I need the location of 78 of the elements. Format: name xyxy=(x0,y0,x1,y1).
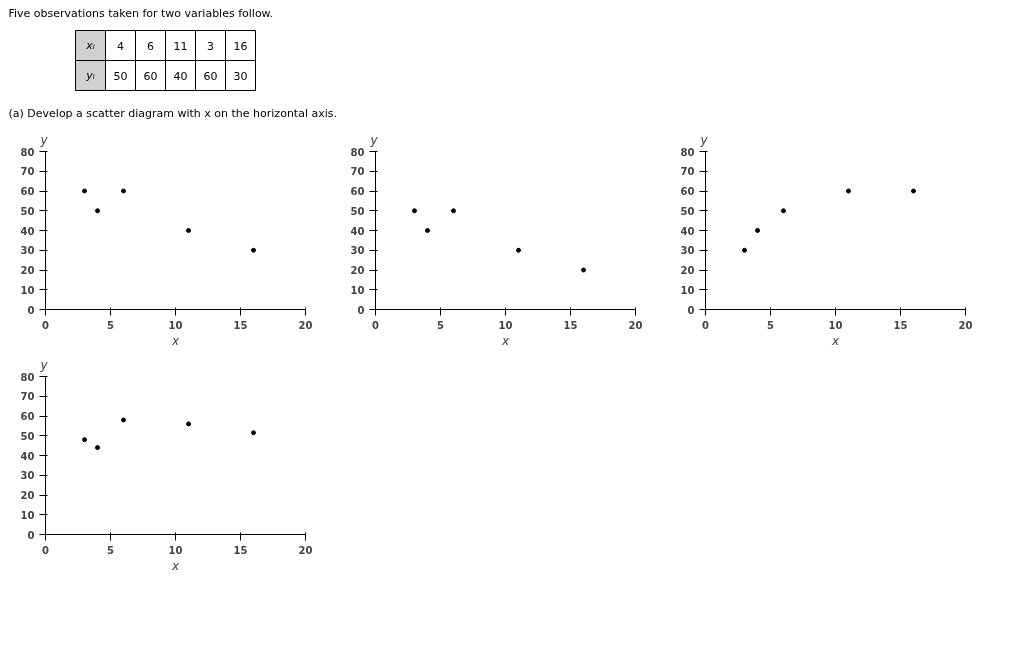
y-tick-label: 80 xyxy=(680,146,695,158)
y-axis-title: y xyxy=(699,132,709,147)
y-tick-label: 50 xyxy=(350,205,365,217)
y-tick-label: 10 xyxy=(20,509,35,521)
text: (a) Develop a scatter diagram with x on the horizontal axis. xyxy=(8,107,337,120)
x-tick-label: 10 xyxy=(828,319,843,331)
x-axis-title: x xyxy=(170,333,180,348)
x-tick-label: 20 xyxy=(958,319,973,331)
text: 60 xyxy=(143,69,158,83)
y-tick-label: 70 xyxy=(20,391,35,403)
y-tick-label: 80 xyxy=(20,371,35,383)
y-tick-label: 70 xyxy=(680,166,695,178)
y-tick-label: 30 xyxy=(20,470,35,482)
y-tick-label: 50 xyxy=(20,430,35,442)
y-tick-label: 30 xyxy=(350,245,365,257)
y-tick-label: 60 xyxy=(20,186,35,197)
y-tick-label: 0 xyxy=(27,304,35,316)
y-tick-label: 30 xyxy=(680,245,695,257)
x-tick-label: 5 xyxy=(437,319,445,331)
x-tick-label: 5 xyxy=(107,319,115,331)
x-tick-label: 15 xyxy=(563,319,578,331)
text: 11 xyxy=(173,39,188,53)
x-tick-label: 20 xyxy=(298,544,313,556)
text: xᵢ xyxy=(85,39,95,52)
x-tick-label: 0 xyxy=(702,319,710,331)
text: 40 xyxy=(173,69,188,83)
y-tick-label: 50 xyxy=(680,205,695,217)
text: 30 xyxy=(233,69,248,83)
x-tick-label: 10 xyxy=(168,544,183,556)
y-axis-title: y xyxy=(39,132,49,147)
y-tick-label: 10 xyxy=(680,284,695,296)
y-tick-label: 40 xyxy=(350,225,365,237)
y-tick-label: 0 xyxy=(357,304,365,316)
y-tick-label: 10 xyxy=(20,284,35,296)
y-tick-label: 40 xyxy=(20,450,35,462)
text: 6 xyxy=(147,39,154,53)
x-tick-label: 15 xyxy=(233,544,248,556)
x-tick-label: 15 xyxy=(233,319,248,331)
y-tick-label: 50 xyxy=(20,205,35,217)
y-tick-label: 0 xyxy=(27,529,35,541)
y-tick-label: 40 xyxy=(680,225,695,237)
x-axis-title: x xyxy=(500,333,510,348)
x-tick-label: 0 xyxy=(42,319,50,331)
y-tick-label: 20 xyxy=(20,490,35,501)
y-axis-title: y xyxy=(369,132,379,147)
y-tick-label: 20 xyxy=(350,265,365,276)
text: 3 xyxy=(207,39,214,53)
x-tick-label: 5 xyxy=(767,319,775,331)
x-tick-label: 5 xyxy=(107,544,115,556)
y-tick-label: 70 xyxy=(350,166,365,178)
y-tick-label: 60 xyxy=(680,186,695,197)
y-tick-label: 20 xyxy=(20,265,35,276)
x-axis-title: x xyxy=(170,558,180,573)
x-tick-label: 10 xyxy=(498,319,513,331)
y-tick-label: 70 xyxy=(20,166,35,178)
text: 16 xyxy=(233,39,248,53)
y-tick-label: 0 xyxy=(687,304,695,316)
text: 60 xyxy=(203,69,218,83)
x-tick-label: 10 xyxy=(168,319,183,331)
text: Five observations taken for two variables follow. xyxy=(8,7,274,20)
y-axis-title: y xyxy=(39,357,49,372)
x-axis-title: x xyxy=(830,333,840,348)
text: 50 xyxy=(113,69,128,83)
x-tick-label: 0 xyxy=(372,319,380,331)
y-tick-label: 10 xyxy=(350,284,365,296)
y-tick-label: 60 xyxy=(20,411,35,422)
y-tick-label: 40 xyxy=(20,225,35,237)
y-tick-label: 20 xyxy=(680,265,695,276)
x-tick-label: 0 xyxy=(42,544,50,556)
x-tick-label: 20 xyxy=(628,319,643,331)
y-tick-label: 60 xyxy=(350,186,365,197)
y-tick-label: 80 xyxy=(350,146,365,158)
y-tick-label: 30 xyxy=(20,245,35,257)
x-tick-label: 15 xyxy=(893,319,908,331)
text: 4 xyxy=(117,39,124,53)
x-tick-label: 20 xyxy=(298,319,313,331)
text: yᵢ xyxy=(85,69,95,82)
y-tick-label: 80 xyxy=(20,146,35,158)
